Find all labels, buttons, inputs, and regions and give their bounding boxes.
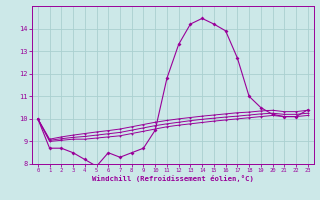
X-axis label: Windchill (Refroidissement éolien,°C): Windchill (Refroidissement éolien,°C) xyxy=(92,175,254,182)
